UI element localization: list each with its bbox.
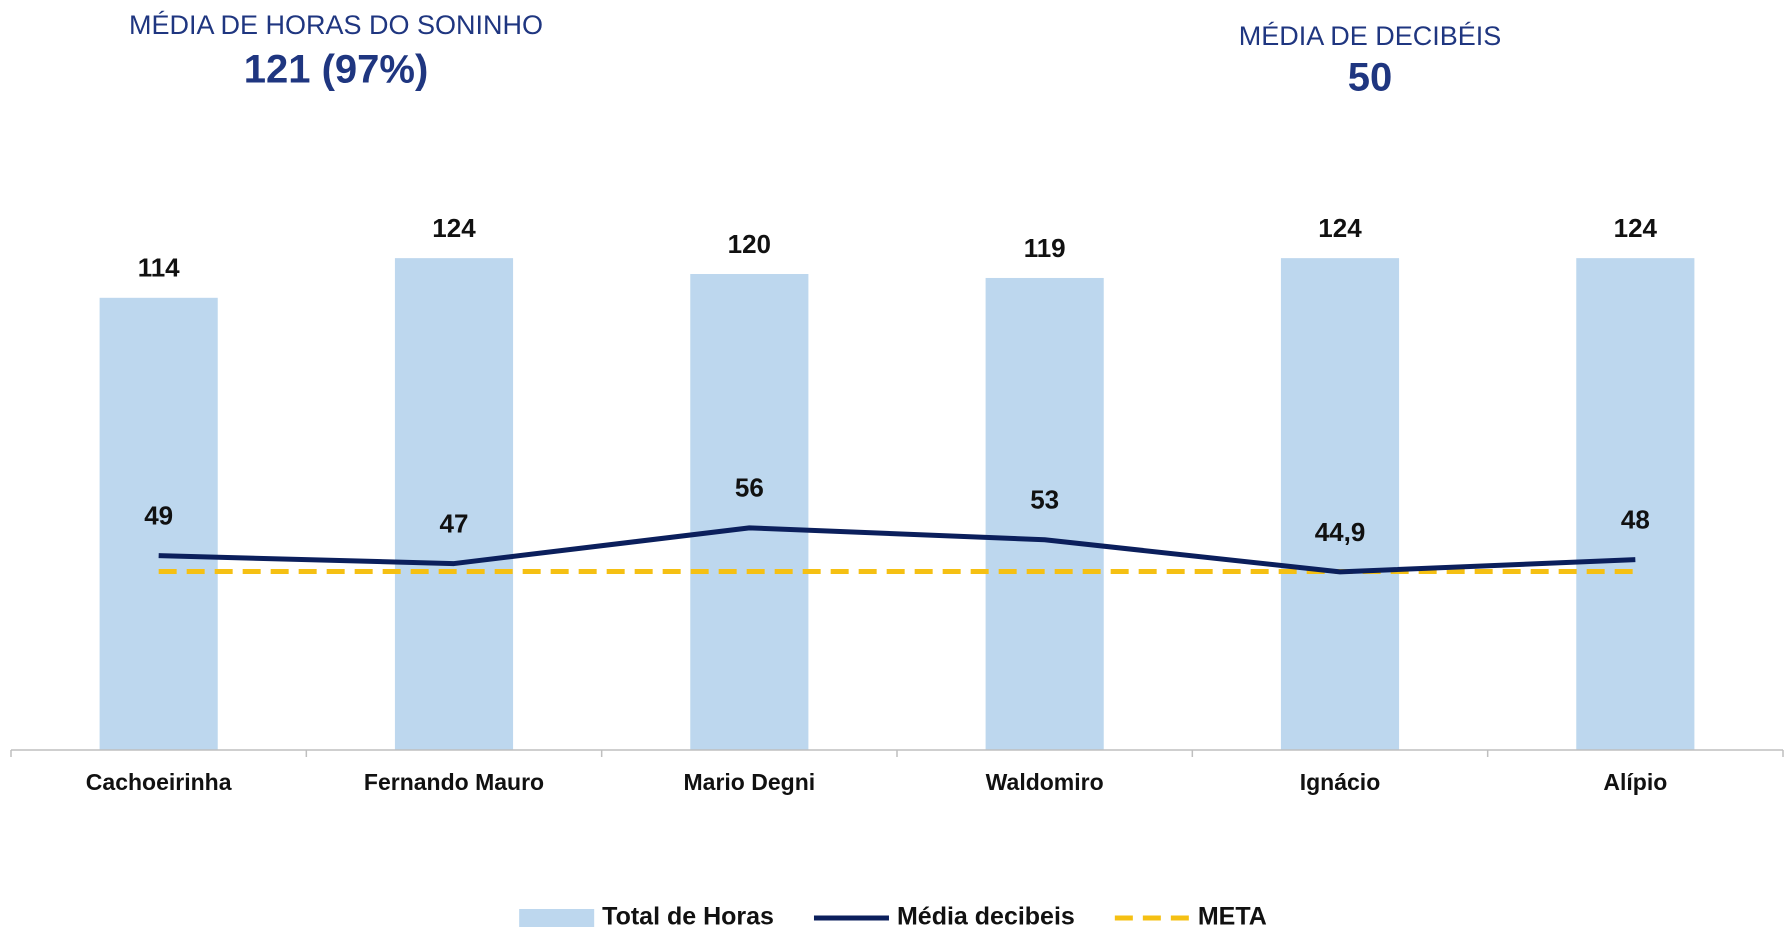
bar-value-label: 124	[1614, 213, 1658, 243]
bar-value-label: 119	[1024, 233, 1066, 263]
line-value-label: 53	[1030, 485, 1059, 515]
x-tick-label: Fernando Mauro	[364, 769, 544, 795]
bar	[1280, 258, 1400, 750]
bar-value-label: 124	[432, 213, 476, 243]
legend-label: META	[1198, 903, 1267, 931]
bar-value-label: 124	[1318, 213, 1362, 243]
bar	[394, 258, 514, 750]
x-tick-label: Cachoeirinha	[86, 769, 232, 795]
line-value-label: 56	[735, 473, 764, 503]
x-tick-label: Alípio	[1603, 769, 1667, 795]
line-value-label: 49	[144, 501, 173, 531]
bar	[985, 277, 1104, 750]
x-tick-label: Ignácio	[1300, 769, 1381, 795]
x-tick-label: Mario Degni	[684, 769, 816, 795]
kpi-label: MÉDIA DE DECIBÉIS	[1239, 21, 1502, 51]
bar-value-label: 114	[138, 253, 180, 283]
kpi-value: 121 (97%)	[244, 48, 429, 92]
bar	[1576, 258, 1695, 750]
line-value-label: 44,9	[1315, 517, 1366, 547]
line	[158, 525, 1636, 575]
kpi-label: MÉDIA DE HORAS DO SONINHO	[129, 10, 543, 40]
legend-swatch	[519, 909, 595, 927]
legend-label: Média decibeis	[897, 903, 1075, 931]
kpi-value: 50	[1348, 56, 1393, 100]
bar	[690, 274, 809, 750]
bar-value-label: 120	[728, 229, 771, 259]
line-value-label: 47	[440, 508, 469, 538]
x-tick-label: Waldomiro	[986, 769, 1104, 795]
bar	[99, 297, 218, 750]
line-value-label: 48	[1621, 504, 1650, 534]
legend-label: Total de Horas	[602, 903, 774, 931]
